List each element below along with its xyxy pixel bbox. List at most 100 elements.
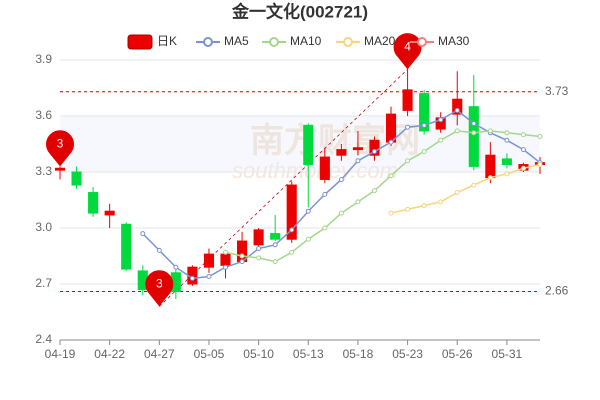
y-tick-label: 3.9 [35, 52, 52, 66]
ma-point [272, 259, 278, 265]
legend-label: MA20 [364, 34, 396, 48]
ma-point [454, 107, 460, 113]
candle-body [104, 210, 115, 216]
candle-body [485, 154, 496, 179]
ma-point [388, 173, 394, 179]
ma-point [272, 242, 278, 248]
chart-title: 金一文化(002721) [231, 1, 368, 21]
candle-body [468, 106, 479, 167]
candle-body [88, 192, 99, 214]
candle-body [203, 253, 215, 268]
ma-point [421, 122, 427, 128]
x-tick-label: 05-23 [392, 347, 423, 361]
ma-line [225, 130, 541, 263]
ma-point [239, 253, 245, 259]
candle-body [452, 98, 463, 115]
candle-body [54, 167, 66, 171]
ma-point [537, 134, 543, 140]
candle-body [319, 156, 330, 180]
ma-point [520, 165, 526, 171]
ma-point [537, 162, 543, 168]
pin-label: 3 [156, 277, 163, 291]
ma-point [355, 158, 361, 164]
ma-point [256, 246, 262, 252]
legend-label: 日K [157, 34, 177, 48]
ma-point [289, 227, 295, 233]
ma-point [156, 247, 162, 253]
ma-point [471, 120, 477, 126]
y-tick-label: 3.6 [35, 108, 52, 122]
legend-label: MA10 [290, 34, 322, 48]
candle-body [71, 171, 82, 186]
ma-point [305, 236, 311, 242]
x-tick-label: 05-05 [194, 347, 225, 361]
ma-point [371, 188, 377, 194]
ma-point [438, 117, 444, 123]
reference-label: 2.66 [545, 284, 569, 298]
legend-swatch [269, 37, 279, 47]
ma-point [206, 274, 212, 280]
ma-point [338, 210, 344, 216]
ma-point [438, 137, 444, 143]
ma-point [289, 249, 295, 255]
ma-point [504, 130, 510, 136]
x-tick-label: 05-31 [492, 347, 523, 361]
ma-point [421, 148, 427, 154]
x-tick-label: 05-13 [293, 347, 324, 361]
x-tick-label: 05-10 [243, 347, 274, 361]
ma-point [140, 231, 146, 237]
ma-point [355, 199, 361, 205]
ma-point [421, 203, 427, 209]
ma-line [390, 163, 541, 214]
reference-label: 3.73 [545, 84, 569, 98]
legend-swatch [417, 37, 427, 47]
pin-label: 3 [57, 137, 64, 151]
pin [145, 270, 174, 307]
ma-point [223, 249, 229, 255]
legend-label: MA30 [438, 34, 470, 48]
ma-point [504, 171, 510, 177]
pin [46, 130, 75, 167]
ma-point [388, 139, 394, 145]
candle-body [270, 233, 281, 240]
candle-body [336, 149, 347, 156]
candle-body [303, 124, 314, 166]
y-tick-label: 2.7 [35, 276, 52, 290]
candle-body [352, 147, 363, 151]
ma-point [405, 158, 411, 164]
ma-point [239, 259, 245, 265]
ma-point [405, 206, 411, 212]
ma-point [454, 190, 460, 196]
ma-point [454, 128, 460, 134]
candle-body [121, 223, 132, 270]
ma-point [305, 208, 311, 214]
ma-point [322, 225, 328, 231]
candle-body [402, 89, 413, 111]
legend-swatch [127, 34, 153, 50]
ma-point [504, 137, 510, 143]
ma-point [189, 275, 195, 281]
watermark: southmoney.com [232, 158, 398, 183]
ma-point [322, 191, 328, 197]
candle-body [419, 93, 430, 132]
ma-point [471, 130, 477, 136]
ma-point [256, 255, 262, 261]
candle-body [220, 253, 231, 266]
y-tick-label: 3.0 [35, 220, 52, 234]
y-tick-label: 2.4 [35, 332, 52, 346]
candle-body [369, 139, 380, 156]
candle-body [501, 158, 512, 166]
pin-label: 4 [404, 40, 411, 54]
ma-point [520, 147, 526, 153]
ma-point [487, 175, 493, 181]
legend-label: MA5 [224, 34, 249, 48]
x-tick-label: 04-22 [94, 347, 125, 361]
ma-point [223, 264, 229, 270]
legend-swatch [343, 37, 353, 47]
x-tick-label: 04-19 [45, 347, 76, 361]
x-tick-label: 05-26 [442, 347, 473, 361]
candle-body [286, 184, 297, 240]
ma-point [338, 176, 344, 182]
ma-point [405, 124, 411, 130]
